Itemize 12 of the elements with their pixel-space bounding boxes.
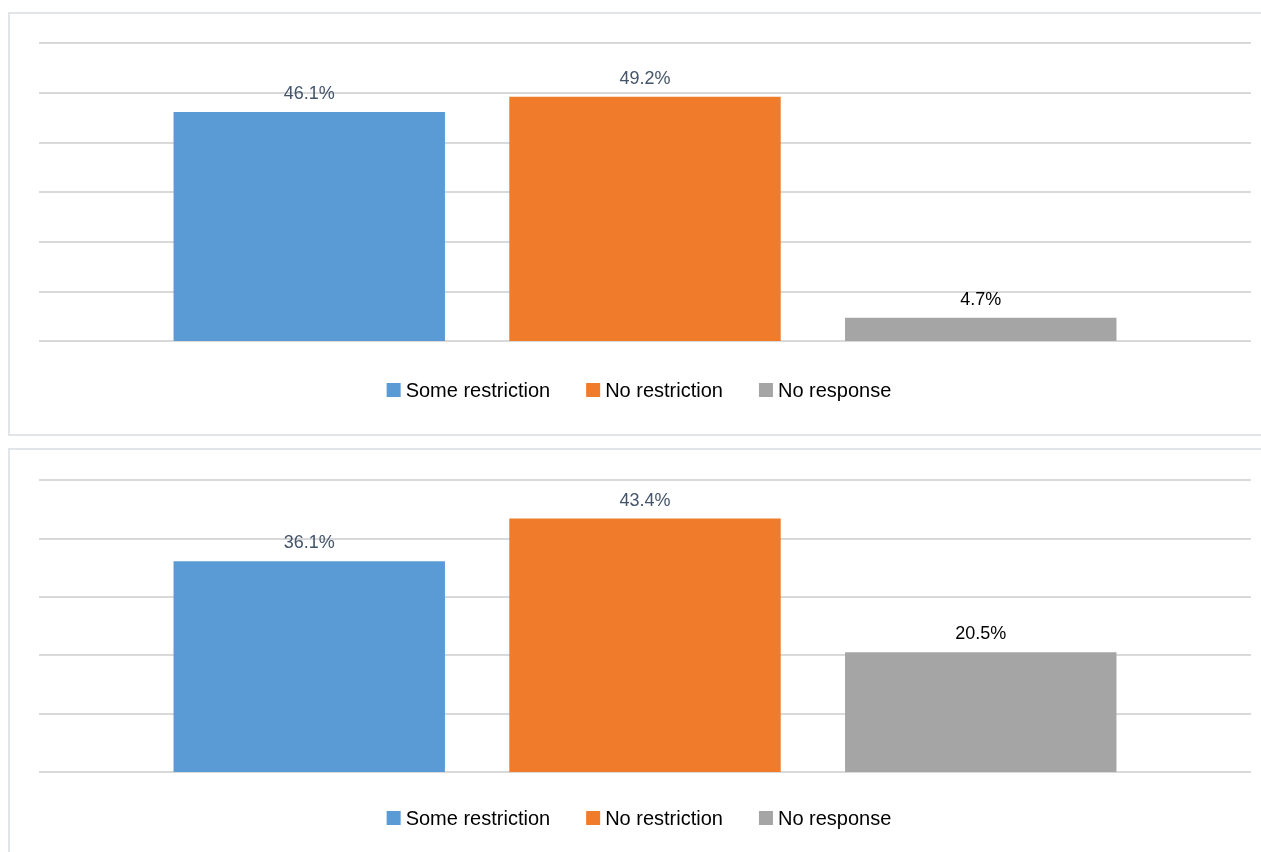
- legend-label: No response: [777, 379, 892, 401]
- data-label: 20.5%: [955, 623, 1007, 644]
- data-label: 43.4%: [619, 489, 671, 510]
- legend-label: Some restriction: [405, 807, 551, 829]
- data-label: 49.2%: [619, 67, 671, 88]
- legend-label: No restriction: [605, 379, 723, 401]
- legend-label: No response: [777, 807, 892, 829]
- legend-label: Some restriction: [405, 379, 551, 401]
- data-label: 36.1%: [283, 532, 335, 553]
- legend-label: No restriction: [605, 807, 723, 829]
- data-label: 4.7%: [960, 288, 1002, 309]
- data-label: 46.1%: [283, 83, 335, 104]
